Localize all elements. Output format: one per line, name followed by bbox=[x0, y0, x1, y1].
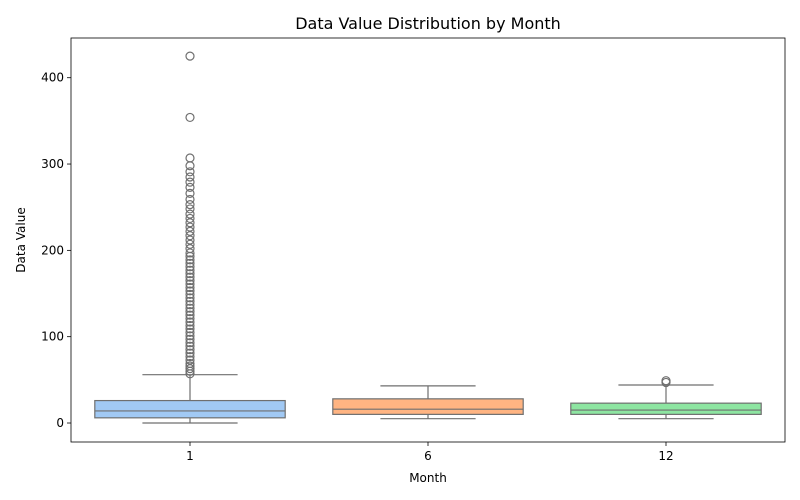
outlier-point bbox=[185, 177, 195, 187]
outlier-point bbox=[185, 275, 195, 286]
outlier-point bbox=[185, 355, 195, 365]
outlier-point bbox=[185, 351, 195, 362]
outlier-point bbox=[185, 213, 195, 224]
iqr-box bbox=[332, 398, 524, 415]
y-tick-label: 0 bbox=[56, 416, 64, 430]
outlier-point bbox=[185, 313, 195, 324]
outlier-point bbox=[185, 289, 195, 299]
outlier-point bbox=[185, 300, 195, 310]
outlier-point bbox=[185, 327, 195, 337]
plot-area bbox=[94, 51, 762, 424]
outlier-point bbox=[185, 279, 195, 289]
outlier-point bbox=[185, 188, 195, 198]
outlier-point bbox=[185, 345, 195, 355]
outlier-point bbox=[185, 317, 195, 327]
outlier-point bbox=[185, 153, 195, 163]
x-axis-label: Month bbox=[409, 471, 447, 485]
outlier-point bbox=[185, 235, 195, 245]
outlier-point bbox=[185, 369, 195, 379]
outlier-point bbox=[185, 251, 195, 262]
x-tick-label: 1 bbox=[186, 449, 194, 463]
outlier-point bbox=[185, 262, 195, 272]
box-group-month-6 bbox=[332, 385, 524, 420]
outlier-point bbox=[185, 226, 195, 236]
outlier-point bbox=[185, 194, 195, 205]
outlier-point bbox=[185, 112, 195, 123]
outlier-point bbox=[185, 348, 195, 358]
outlier-point bbox=[185, 307, 195, 317]
x-tick-label: 6 bbox=[424, 449, 432, 463]
outlier-point bbox=[185, 286, 195, 296]
outlier-point bbox=[185, 161, 195, 171]
outlier-point bbox=[185, 248, 195, 258]
outlier-point bbox=[185, 269, 195, 279]
outlier-point bbox=[185, 282, 195, 293]
outlier-point bbox=[185, 331, 195, 341]
outlier-point bbox=[185, 209, 195, 219]
outlier-point bbox=[185, 303, 195, 313]
outlier-point bbox=[185, 338, 195, 348]
y-tick-label: 300 bbox=[41, 157, 64, 171]
outlier-point bbox=[185, 310, 195, 320]
box-group-month-1 bbox=[94, 51, 286, 424]
outlier-point bbox=[185, 167, 195, 177]
outlier-point bbox=[185, 218, 195, 228]
y-tick-label: 400 bbox=[41, 71, 64, 85]
outlier-point bbox=[185, 265, 195, 275]
outlier-point bbox=[185, 334, 195, 344]
y-tick-label: 100 bbox=[41, 330, 64, 344]
x-axis: 1 6 12 bbox=[186, 442, 674, 463]
x-tick-label: 12 bbox=[658, 449, 673, 463]
iqr-box bbox=[570, 402, 762, 415]
box-group-month-12 bbox=[570, 376, 762, 420]
outlier-point bbox=[185, 51, 195, 61]
outlier-point bbox=[185, 366, 195, 376]
outlier-point bbox=[185, 293, 195, 303]
iqr-box bbox=[94, 399, 286, 419]
outlier-point bbox=[661, 376, 671, 386]
outlier-point bbox=[185, 231, 195, 241]
y-tick-label: 200 bbox=[41, 243, 64, 257]
outlier-point bbox=[185, 204, 195, 214]
outlier-point bbox=[185, 364, 195, 374]
y-axis: 0 100 200 300 400 bbox=[41, 71, 71, 430]
chart-title: Data Value Distribution by Month bbox=[295, 14, 561, 33]
outlier-point bbox=[185, 172, 195, 182]
plot-frame bbox=[70, 37, 786, 443]
outlier-point bbox=[185, 258, 195, 268]
outlier-point bbox=[185, 239, 195, 249]
outlier-point bbox=[185, 296, 195, 306]
y-axis-label: Data Value bbox=[14, 207, 28, 272]
outlier-point bbox=[185, 222, 195, 232]
outlier-point bbox=[185, 341, 195, 351]
outlier-point bbox=[185, 324, 195, 334]
outlier-point bbox=[185, 200, 195, 210]
outlier-point bbox=[185, 255, 195, 265]
outlier-point bbox=[185, 320, 195, 331]
outlier-point bbox=[185, 182, 195, 192]
outlier-point bbox=[185, 272, 195, 282]
